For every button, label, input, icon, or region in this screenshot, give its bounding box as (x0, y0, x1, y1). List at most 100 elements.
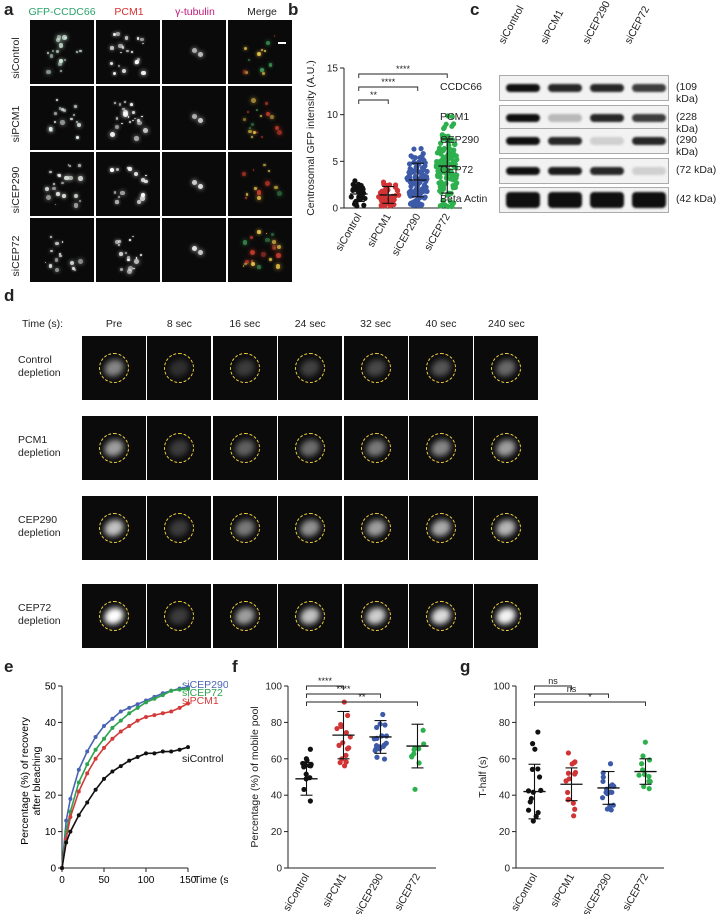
panel-letter-a: a (4, 0, 14, 19)
frap-cell (82, 496, 146, 560)
data-point (361, 202, 367, 208)
bleach-roi-circle (360, 601, 391, 631)
puncta (68, 175, 73, 181)
puncta (58, 106, 62, 110)
data-point (380, 711, 386, 718)
puncta (45, 186, 50, 191)
puncta (123, 101, 126, 104)
time-label: 40 sec (425, 318, 457, 330)
puncta (127, 116, 130, 118)
puncta (77, 259, 83, 265)
series-point (127, 758, 132, 763)
frap-row-label-line: CEP290 (18, 514, 58, 526)
y-tick-label: 40 (499, 791, 511, 802)
puncta (256, 131, 259, 134)
puncta (140, 70, 146, 76)
band (548, 167, 582, 175)
y-tick-label: 10 (45, 827, 57, 838)
puncta (192, 48, 197, 53)
data-point (636, 772, 642, 778)
micrograph-cell (228, 218, 292, 282)
data-point (570, 800, 576, 806)
band (506, 192, 540, 208)
x-category-label: siPCM1 (320, 871, 349, 909)
puncta (251, 262, 256, 267)
data-point (336, 742, 342, 748)
puncta (198, 118, 203, 123)
data-point (424, 168, 430, 175)
puncta (143, 128, 148, 133)
data-point (639, 761, 645, 767)
puncta (242, 240, 248, 245)
puncta (59, 70, 63, 73)
puncta (135, 256, 138, 259)
data-point (380, 179, 387, 185)
puncta (77, 122, 82, 128)
puncta (136, 37, 140, 40)
series-point (76, 767, 81, 772)
scale-bar-d (694, 626, 701, 629)
series-point (127, 724, 132, 729)
bleach-roi-circle (426, 433, 456, 463)
blot-strip (499, 75, 669, 101)
data-point (640, 753, 646, 759)
data-point (599, 795, 606, 801)
puncta (259, 114, 263, 118)
significance-label: * (588, 692, 592, 702)
puncta (128, 120, 132, 124)
series-line (61, 688, 189, 869)
data-point (527, 799, 533, 805)
data-point (532, 746, 538, 752)
series-point (152, 713, 157, 718)
data-point (642, 739, 648, 745)
puncta (121, 122, 123, 125)
x-category-label: siControl (281, 872, 312, 914)
puncta (55, 99, 58, 101)
puncta (59, 252, 62, 255)
blot-row-kda: (228 kDa) (676, 111, 699, 135)
row-label-sicontrol: siControl (10, 37, 22, 79)
data-point (565, 797, 571, 803)
data-point (438, 140, 444, 146)
y-tick-label: 20 (499, 827, 511, 838)
puncta (141, 178, 146, 182)
data-point (421, 157, 427, 163)
series-point (64, 840, 69, 845)
puncta (72, 266, 75, 270)
puncta (145, 174, 148, 177)
puncta (250, 135, 253, 139)
micrograph-cell (96, 218, 160, 282)
significance-bracket (306, 685, 344, 690)
data-point (449, 172, 455, 178)
significance-label: ns (567, 684, 577, 694)
data-point (604, 806, 610, 812)
data-point (384, 182, 390, 189)
frap-cell (212, 336, 277, 400)
puncta (46, 51, 50, 55)
puncta (124, 36, 128, 40)
puncta (250, 260, 253, 263)
bleach-roi-circle (426, 513, 456, 543)
data-point (445, 113, 451, 119)
significance-bracket (534, 701, 646, 706)
puncta (115, 167, 120, 172)
bleach-roi-circle (99, 513, 129, 543)
puncta (276, 129, 282, 135)
puncta (132, 119, 134, 122)
puncta (128, 167, 132, 171)
puncta (272, 240, 276, 244)
puncta (247, 111, 250, 114)
puncta (49, 170, 52, 174)
puncta (140, 37, 144, 42)
data-point (412, 174, 418, 180)
puncta (242, 265, 245, 268)
puncta (49, 54, 53, 58)
puncta (269, 63, 273, 67)
puncta (58, 43, 64, 48)
data-point (350, 187, 356, 193)
puncta (249, 127, 252, 129)
col-header-merge: Merge (247, 6, 277, 18)
puncta (78, 164, 81, 167)
y-axis-label: Percentage (%) of recovery (19, 716, 31, 845)
significance-label: ** (358, 692, 366, 702)
